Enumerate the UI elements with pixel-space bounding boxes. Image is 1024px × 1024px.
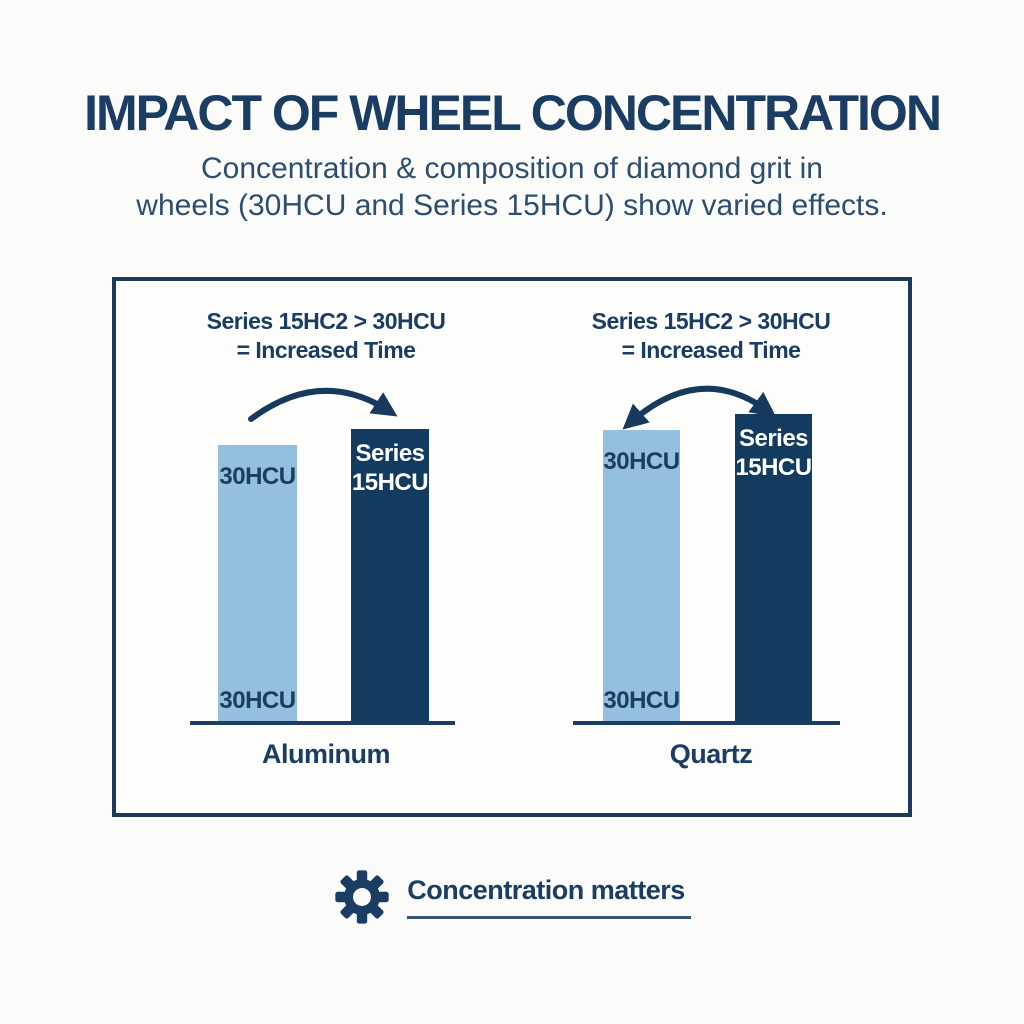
- bar-label: Series 15HCU: [735, 424, 812, 482]
- annotation-quartz: Series 15HC2 > 30HCU = Increased Time: [551, 307, 871, 365]
- bar-series15hcu-aluminum: Series 15HCU: [351, 429, 429, 721]
- chart-panel: Series 15HC2 > 30HCU = Increased Time 30…: [112, 277, 912, 817]
- annotation-quartz-line-1: Series 15HC2 > 30HCU: [591, 308, 831, 334]
- bar-30hcu-quartz: 30HCU 30HCU: [603, 430, 680, 721]
- category-label-quartz: Quartz: [669, 739, 753, 769]
- bar-30hcu-aluminum: 30HCU 30HCU: [218, 445, 297, 721]
- subtitle-line-1: Concentration & composition of diamond g…: [200, 152, 823, 185]
- footer-caption: Concentration matters: [407, 875, 691, 919]
- axis-baseline-quartz: [573, 721, 840, 725]
- bar-label-line-2: 15HCU: [351, 469, 429, 496]
- annotation-quartz-line-2: = Increased Time: [621, 337, 801, 363]
- increase-arrow-icon: [248, 387, 398, 422]
- gear-icon: [335, 870, 389, 924]
- bar-label: 30HCU: [603, 448, 680, 475]
- footer: Concentration matters: [0, 864, 1024, 930]
- bar-label: Series 15HCU: [351, 439, 429, 497]
- subtitle: Concentration & composition of diamond g…: [0, 150, 1024, 224]
- category-label-aluminum: Aluminum: [262, 739, 391, 769]
- subtitle-line-2: wheels (30HCU and Series 15HCU) show var…: [136, 189, 888, 222]
- bar-label-bottom: 30HCU: [219, 687, 296, 714]
- bar-label-line-1: Series: [355, 440, 425, 467]
- annotation-aluminum-line-1: Series 15HC2 > 30HCU: [206, 308, 446, 334]
- axis-baseline-aluminum: [190, 721, 455, 725]
- annotation-aluminum: Series 15HC2 > 30HCU = Increased Time: [166, 307, 486, 365]
- bar-label-line-1: Series: [738, 425, 809, 452]
- compare-arrow-icon: [622, 385, 777, 430]
- bar-label-bottom: 30HCU: [603, 687, 680, 714]
- annotation-aluminum-line-2: = Increased Time: [236, 337, 416, 363]
- page-title: IMPACT OF WHEEL CONCENTRATION: [84, 85, 942, 141]
- bar-series15hcu-quartz: Series 15HCU: [735, 414, 812, 721]
- bar-label: 30HCU: [219, 463, 296, 490]
- bar-label-line-2: 15HCU: [735, 454, 812, 481]
